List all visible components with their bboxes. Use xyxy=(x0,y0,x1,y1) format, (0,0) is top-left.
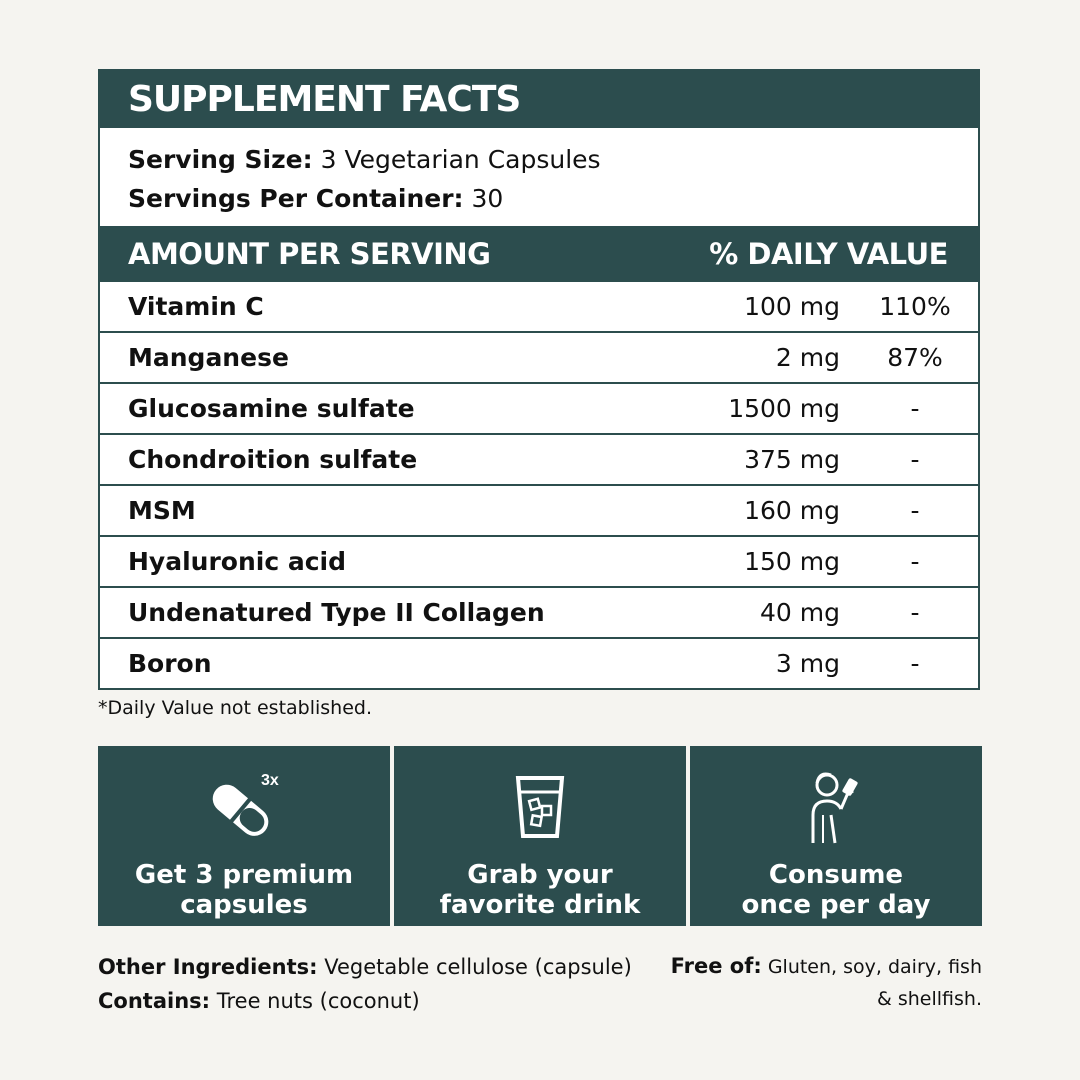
nutrient-name: Chondroition sulfate xyxy=(128,445,418,474)
person-drinking-icon xyxy=(801,762,871,852)
nutrient-daily-value: 87% xyxy=(887,343,943,372)
nutrient-amount: 40 mg xyxy=(760,598,840,627)
capsule-badge: 3x xyxy=(261,772,279,789)
table-row: Boron 3 mg - xyxy=(100,637,978,688)
usage-steps: 3x Get 3 premium capsules Grab your favo… xyxy=(98,746,982,926)
contains-label: Contains: xyxy=(98,989,211,1013)
free-of-value-line2: & shellfish. xyxy=(877,988,982,1010)
table-row: Chondroition sulfate 375 mg - xyxy=(100,433,978,484)
nutrient-amount: 160 mg xyxy=(744,496,840,525)
step-capsules: 3x Get 3 premium capsules xyxy=(98,746,390,926)
step-label-line2: capsules xyxy=(180,890,308,920)
free-of-label: Free of: xyxy=(670,954,762,978)
table-row: Undenatured Type II Collagen 40 mg - xyxy=(100,586,978,637)
nutrient-name: Vitamin C xyxy=(128,292,264,321)
panel-title: SUPPLEMENT FACTS xyxy=(100,71,978,128)
table-row: Vitamin C 100 mg 110% xyxy=(100,282,978,331)
nutrient-name: Hyaluronic acid xyxy=(128,547,347,576)
table-row: Manganese 2 mg 87% xyxy=(100,331,978,382)
amount-header: AMOUNT PER SERVING xyxy=(128,237,491,271)
servings-per-container: Servings Per Container: 30 xyxy=(128,179,950,218)
table-header: AMOUNT PER SERVING % DAILY VALUE xyxy=(100,226,978,282)
nutrient-name: Manganese xyxy=(128,343,289,372)
serving-size-label: Serving Size: xyxy=(128,145,313,174)
other-ingredients-label: Other Ingredients: xyxy=(98,955,318,979)
nutrient-daily-value: - xyxy=(910,547,920,576)
other-ingredients: Other Ingredients: Vegetable cellulose (… xyxy=(98,950,632,984)
nutrient-table: Vitamin C 100 mg 110% Manganese 2 mg 87% Gluco… xyxy=(100,282,978,688)
capsule-icon: 3x xyxy=(199,762,289,852)
nutrient-daily-value: 110% xyxy=(879,292,951,321)
supplement-facts-panel: SUPPLEMENT FACTS Serving Size: 3 Vegetar… xyxy=(98,69,980,690)
nutrient-amount: 375 mg xyxy=(744,445,840,474)
nutrient-amount: 100 mg xyxy=(744,292,840,321)
step-label-line1: Consume xyxy=(768,860,904,890)
nutrient-amount: 1500 mg xyxy=(728,394,840,423)
nutrient-daily-value: - xyxy=(910,496,920,525)
serving-size-value: 3 Vegetarian Capsules xyxy=(320,145,601,174)
contains: Contains: Tree nuts (coconut) xyxy=(98,984,632,1018)
step-consume: Consume once per day xyxy=(690,746,982,926)
servings-per-container-value: 30 xyxy=(471,184,504,213)
nutrient-name: Glucosamine sulfate xyxy=(128,394,415,423)
serving-size: Serving Size: 3 Vegetarian Capsules xyxy=(128,140,950,179)
footnote: *Daily Value not established. xyxy=(98,697,373,719)
table-row: Hyaluronic acid 150 mg - xyxy=(100,535,978,586)
table-row: MSM 160 mg - xyxy=(100,484,978,535)
step-label-line2: once per day xyxy=(741,890,931,920)
serving-info: Serving Size: 3 Vegetarian Capsules Serv… xyxy=(100,128,978,226)
step-label-line1: Grab your xyxy=(467,860,613,890)
nutrient-daily-value: - xyxy=(910,445,920,474)
free-of-value-line1: Gluten, soy, dairy, fish xyxy=(767,956,982,978)
step-drink: Grab your favorite drink xyxy=(394,746,686,926)
daily-value-header: % DAILY VALUE xyxy=(709,237,948,271)
servings-per-container-label: Servings Per Container: xyxy=(128,184,464,213)
glass-icon xyxy=(510,762,570,852)
step-label-line1: Get 3 premium xyxy=(134,860,354,890)
nutrient-name: Undenatured Type II Collagen xyxy=(128,598,545,627)
table-row: Glucosamine sulfate 1500 mg - xyxy=(100,382,978,433)
contains-value: Tree nuts (coconut) xyxy=(216,989,420,1013)
step-label-line2: favorite drink xyxy=(439,890,641,920)
other-ingredients-value: Vegetable cellulose (capsule) xyxy=(324,955,632,979)
nutrient-amount: 3 mg xyxy=(775,649,840,678)
nutrient-daily-value: - xyxy=(910,394,920,423)
ingredients-info: Other Ingredients: Vegetable cellulose (… xyxy=(98,950,632,1018)
nutrient-daily-value: - xyxy=(910,649,920,678)
nutrient-daily-value: - xyxy=(910,598,920,627)
nutrient-amount: 2 mg xyxy=(775,343,840,372)
free-of-info: Free of: Gluten, soy, dairy, fish & shel… xyxy=(662,950,982,1015)
nutrient-name: MSM xyxy=(128,496,196,525)
nutrient-amount: 150 mg xyxy=(744,547,840,576)
nutrient-name: Boron xyxy=(128,649,212,678)
